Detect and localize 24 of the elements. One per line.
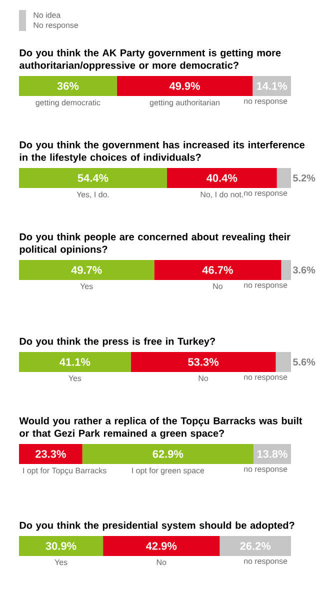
data-label: 3.6% [292,266,316,274]
data-label: 30.9% [46,542,76,550]
chart-title: Do you think people are concerned about revealing their political opinions? [20,233,290,255]
data-label: 26.2% [240,542,271,550]
data-label: 40.4% [206,174,238,182]
chart-title: Do you think the presidential system should be adopted? [20,522,294,531]
data-label: 54.4% [78,174,108,182]
chart-title: Do you think the government has increased its interference in the lifestyle choices of individuals? [20,141,305,163]
data-label: 36% [57,82,79,90]
data-label: 14.1% [256,82,288,90]
data-label: 42.9% [146,542,177,550]
data-label: 23.3% [36,450,66,458]
data-label: 62.9% [152,450,184,458]
data-label: 5.2% [293,174,316,182]
chart-title: Do you think the press is free in Turkey? [20,338,215,347]
data-label: 49.9% [169,82,200,90]
data-label: 13.8% [257,450,288,458]
data-label: 41.1% [60,358,90,366]
data-label: 46.7% [202,266,233,274]
data-label: 49.7% [71,266,102,274]
data-label: 53.3% [188,358,219,366]
chart-title: Do you think the AK Party government is getting more authoritarian/oppressive or more democratic? [19,49,281,71]
chart-title: Would you rather a replica of the Topçu Barracks was built or that Gezi Park remained a green space? [19,417,302,439]
data-label: 5.6% [293,358,316,366]
